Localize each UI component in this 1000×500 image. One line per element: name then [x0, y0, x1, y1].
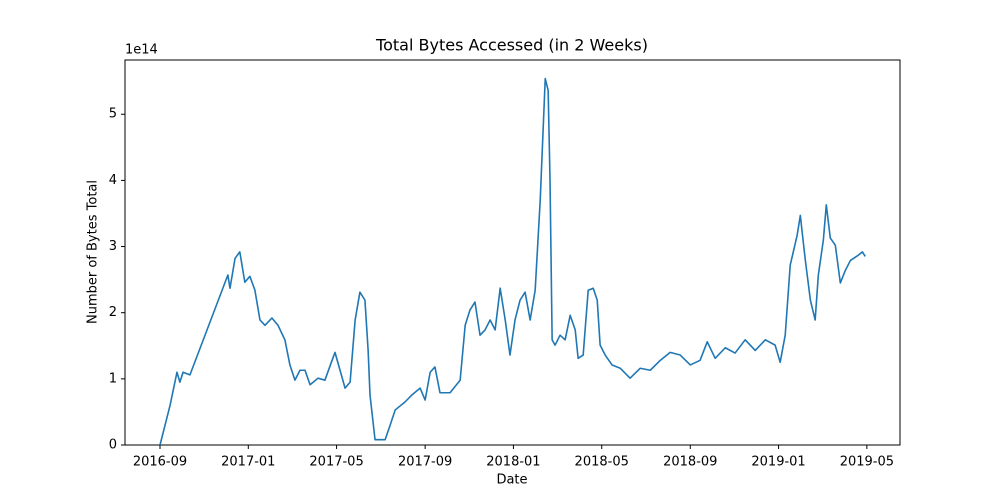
y-tick-label: 4 — [109, 173, 117, 188]
y-tick-label: 5 — [109, 107, 117, 122]
plot-frame — [124, 59, 901, 446]
y-tick-label: 2 — [109, 305, 117, 320]
x-axis-label: Date — [496, 473, 527, 488]
x-tick-label: 2017-01 — [221, 455, 275, 470]
x-tick-label: 2017-05 — [309, 455, 363, 470]
x-tick-label: 2019-01 — [751, 455, 805, 470]
x-tick-label: 2016-09 — [133, 455, 187, 470]
y-axis-label: Number of Bytes Total — [86, 180, 101, 324]
y-tick-label: 1 — [109, 371, 117, 386]
x-tick-label: 2018-01 — [486, 455, 540, 470]
y-tick-label: 0 — [109, 438, 117, 453]
x-tick-label: 2017-09 — [398, 455, 452, 470]
x-tick-label: 2018-09 — [663, 455, 717, 470]
y-tick-label: 3 — [109, 239, 117, 254]
y-offset-label: 1e14 — [125, 43, 158, 58]
chart-title: Total Bytes Accessed (in 2 Weeks) — [375, 36, 648, 55]
x-tick-label: 2019-05 — [840, 455, 894, 470]
data-line — [159, 77, 866, 446]
x-tick-label: 2018-05 — [575, 455, 629, 470]
